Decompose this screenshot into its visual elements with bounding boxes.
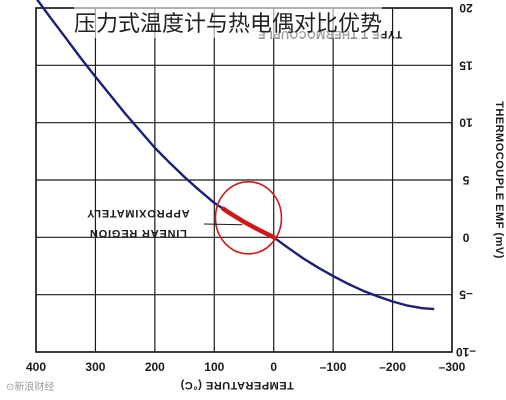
annotation-line-2: LINEAR REGION — [89, 227, 187, 239]
y-tick-label: –5 — [459, 288, 473, 302]
tick-labels: 400 300 200 100 0 –100 –200 –300–10 –5 0 5 10 15 20 — [26, 1, 476, 374]
x-tick-label: 0 — [270, 360, 277, 374]
y-tick-label: –10 — [456, 345, 476, 359]
watermark-logo: ⊙新浪财经 — [6, 382, 55, 393]
x-tick-label: –200 — [379, 360, 406, 374]
annotation-line-1: APPROXIMATELY — [86, 207, 189, 219]
y-tick-label: 20 — [459, 1, 473, 15]
x-tick-label: –100 — [320, 360, 347, 374]
annotation-layer — [203, 181, 283, 255]
x-axis-title: TEMPERATURE (°C) — [180, 379, 294, 391]
y-axis-title: THERMOCOUPLE EMF (mV) — [493, 101, 505, 259]
grid — [35, 7, 453, 353]
x-tick-label: 400 — [26, 360, 46, 374]
y-tick-label: 0 — [462, 230, 469, 244]
x-tick-label: 300 — [85, 360, 105, 374]
curve-layer — [35, 0, 435, 311]
y-tick-label: 5 — [462, 173, 469, 187]
annotation-leader-line — [203, 223, 243, 226]
y-tick-label: 15 — [459, 58, 473, 72]
x-tick-label: 200 — [145, 360, 165, 374]
y-tick-label: 10 — [459, 116, 473, 130]
x-tick-label: –300 — [439, 360, 466, 374]
linear-region-circle — [214, 181, 283, 255]
page-title: 压力式温度计与热电偶对比优势 — [74, 6, 383, 38]
linear-region-highlight — [220, 206, 276, 240]
x-tick-label: 100 — [204, 360, 224, 374]
